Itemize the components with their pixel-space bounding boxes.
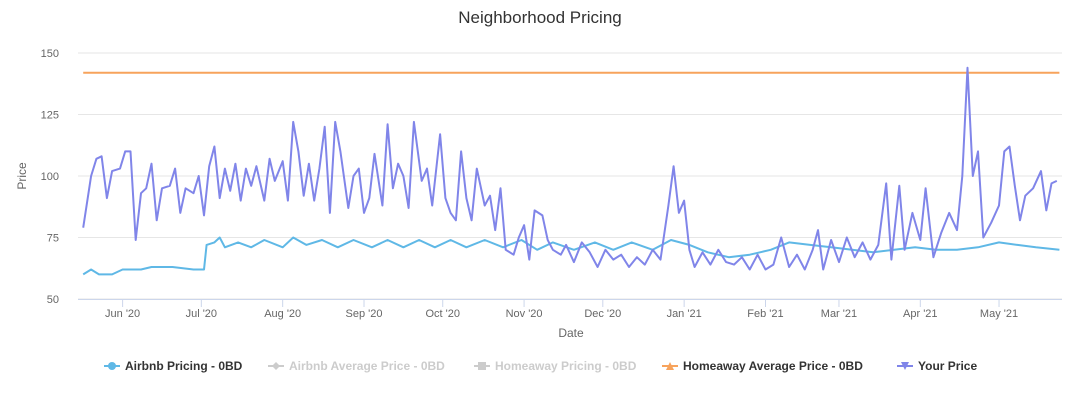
- y-tick-label: 100: [41, 171, 59, 183]
- legend-marker-symbol: [272, 362, 280, 370]
- legend-item[interactable]: Airbnb Pricing - 0BD: [104, 359, 243, 373]
- y-tick-label: 50: [47, 294, 59, 306]
- y-tick-label: 125: [41, 110, 59, 122]
- x-tick-label: Jun '20: [105, 308, 140, 320]
- grid-lines: [78, 52, 1062, 300]
- series-line-4: [82, 66, 1058, 271]
- x-tick-label: Dec '20: [584, 308, 621, 320]
- legend-marker-symbol: [478, 362, 486, 370]
- legend: Airbnb Pricing - 0BD Airbnb Average Price…: [104, 359, 977, 373]
- legend-label: Homeaway Average Price - 0BD: [683, 359, 863, 373]
- x-tick-label: Oct '20: [425, 308, 460, 320]
- x-tick-label: Apr '21: [903, 308, 938, 320]
- legend-label: Homeaway Pricing - 0BD: [495, 359, 637, 373]
- chart-title: Neighborhood Pricing: [458, 8, 622, 27]
- legend-marker-symbol: [666, 362, 674, 370]
- x-tick-label: Jul '20: [186, 308, 217, 320]
- legend-marker-symbol: [901, 362, 909, 370]
- y-tick-label: 150: [41, 48, 59, 60]
- legend-item[interactable]: Homeaway Pricing - 0BD: [474, 359, 637, 373]
- legend-label: Your Price: [918, 359, 977, 373]
- x-tick-label: Aug '20: [264, 308, 301, 320]
- legend-item[interactable]: Your Price: [897, 359, 977, 373]
- series-line-0: [82, 236, 1060, 276]
- x-tick-label: Sep '20: [346, 308, 383, 320]
- plot-area: [82, 66, 1060, 276]
- legend-item[interactable]: Airbnb Average Price - 0BD: [268, 359, 445, 373]
- legend-label: Airbnb Pricing - 0BD: [125, 359, 243, 373]
- x-axis: Jun '20 Jul '20 Aug '20 Sep '20 Oct '20 Nov '…: [78, 299, 1062, 320]
- legend-item[interactable]: Homeaway Average Price - 0BD: [662, 359, 863, 373]
- x-tick-label: Jan '21: [667, 308, 702, 320]
- y-axis-ticks: 50 75 100 125 150: [41, 48, 59, 306]
- x-tick-label: May '21: [980, 308, 1018, 320]
- x-axis-title: Date: [558, 326, 584, 340]
- y-axis-title: Price: [15, 162, 29, 190]
- x-tick-label: Nov '20: [506, 308, 543, 320]
- legend-marker-symbol: [108, 362, 116, 370]
- x-tick-label: Mar '21: [821, 308, 857, 320]
- x-tick-label: Feb '21: [747, 308, 783, 320]
- legend-label: Airbnb Average Price - 0BD: [289, 359, 445, 373]
- y-tick-label: 75: [47, 233, 59, 245]
